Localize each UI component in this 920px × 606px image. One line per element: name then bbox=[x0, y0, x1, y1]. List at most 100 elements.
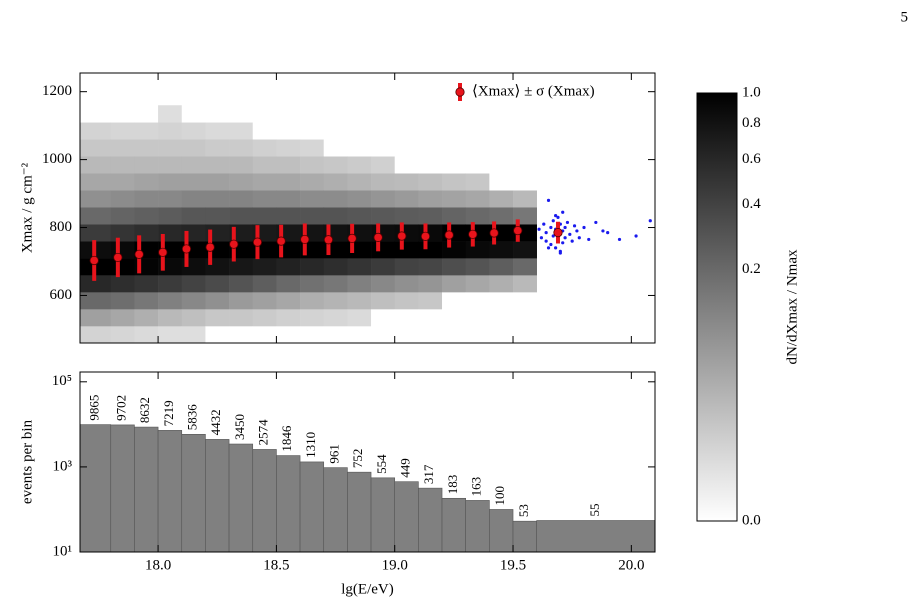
scatter-point bbox=[549, 242, 553, 247]
heat-cell bbox=[418, 207, 443, 225]
heat-cell bbox=[323, 122, 348, 140]
y-tick-label: 10⁵ bbox=[52, 373, 72, 389]
legend-marker bbox=[455, 87, 465, 97]
heat-cell bbox=[134, 309, 159, 327]
heat-cell bbox=[300, 292, 325, 310]
heat-cell bbox=[465, 241, 490, 259]
heat-cell bbox=[276, 207, 301, 225]
bar bbox=[347, 471, 372, 553]
heat-cell bbox=[394, 190, 419, 208]
heat-cell bbox=[465, 275, 490, 293]
heat-cell bbox=[134, 105, 159, 123]
heat-cell bbox=[110, 326, 135, 343]
heat-cell bbox=[205, 326, 230, 343]
heat-cell bbox=[80, 122, 112, 140]
heat-cell bbox=[181, 326, 206, 343]
heat-cell bbox=[442, 122, 466, 140]
bar-label: 3450 bbox=[232, 414, 247, 440]
heat-cell bbox=[489, 326, 514, 343]
y-tick-label: 10¹ bbox=[53, 543, 73, 559]
heat-cell bbox=[371, 292, 396, 310]
heat-cell bbox=[394, 156, 419, 174]
bar bbox=[276, 455, 301, 553]
heat-cell bbox=[394, 292, 419, 310]
heat-cell bbox=[347, 173, 372, 191]
heat-cell bbox=[394, 122, 419, 140]
heat-cell bbox=[347, 309, 372, 327]
bar bbox=[465, 500, 490, 553]
heat-cell bbox=[347, 122, 372, 140]
heat-cell bbox=[465, 122, 490, 140]
heat-cell bbox=[418, 190, 443, 208]
heat-cell bbox=[110, 309, 135, 327]
heat-cell bbox=[276, 122, 301, 140]
page-number: 5 bbox=[901, 9, 909, 25]
heat-cell bbox=[489, 292, 514, 310]
colorbar-tick-label: 0.4 bbox=[742, 196, 761, 212]
heat-cell bbox=[465, 207, 490, 225]
heat-cell bbox=[394, 258, 419, 276]
heat-cell bbox=[394, 275, 419, 293]
heat-cell bbox=[252, 190, 277, 208]
heat-cell bbox=[110, 122, 135, 140]
mean-marker bbox=[158, 247, 168, 257]
bar-label: 55 bbox=[587, 503, 602, 516]
bar bbox=[370, 477, 396, 553]
heat-cell bbox=[158, 139, 183, 157]
heat-cell bbox=[229, 173, 254, 191]
heat-cell bbox=[158, 207, 183, 225]
heat-cell bbox=[347, 156, 372, 174]
mean-marker bbox=[89, 255, 99, 266]
heat-cell bbox=[80, 173, 112, 191]
heat-cell bbox=[513, 122, 537, 140]
scatter-point bbox=[544, 239, 548, 243]
heat-cell bbox=[252, 292, 277, 310]
heat-cell bbox=[181, 309, 206, 327]
heat-cell bbox=[229, 275, 254, 293]
heat-cell bbox=[347, 258, 372, 276]
mean-marker bbox=[347, 233, 357, 243]
colorbar bbox=[696, 92, 738, 522]
bar bbox=[205, 439, 230, 553]
bar-label: 7219 bbox=[161, 400, 176, 426]
heat-cell bbox=[347, 190, 372, 208]
scatter-point bbox=[551, 219, 555, 223]
scatter-point bbox=[542, 222, 546, 226]
heat-cell bbox=[489, 190, 514, 208]
heat-cell bbox=[513, 241, 537, 259]
heat-cell bbox=[489, 105, 514, 123]
heat-cell bbox=[110, 207, 135, 225]
heat-cell bbox=[513, 173, 537, 191]
scatter-point bbox=[561, 210, 565, 214]
heat-cell bbox=[513, 275, 537, 293]
heat-cell bbox=[300, 309, 325, 327]
y-tick-label: 1200 bbox=[42, 83, 72, 99]
heat-cell bbox=[229, 326, 254, 343]
heat-cell bbox=[394, 173, 419, 191]
bar bbox=[134, 426, 159, 553]
heat-cell bbox=[442, 139, 466, 157]
heat-cell bbox=[158, 326, 183, 343]
bar-label: 752 bbox=[350, 449, 365, 469]
heat-cell bbox=[323, 207, 348, 225]
heat-cell bbox=[371, 105, 396, 123]
heat-cell bbox=[323, 326, 348, 343]
heat-cell bbox=[513, 105, 537, 123]
heat-cell bbox=[252, 156, 277, 174]
mean-marker bbox=[229, 239, 239, 249]
heat-cell bbox=[252, 275, 277, 293]
heat-cell bbox=[181, 139, 206, 157]
heat-cell bbox=[347, 292, 372, 310]
heat-cell bbox=[347, 139, 372, 157]
mean-marker bbox=[252, 237, 263, 247]
bar bbox=[418, 487, 443, 553]
heat-cell bbox=[181, 292, 206, 310]
heat-cell bbox=[205, 139, 230, 157]
heat-cell bbox=[300, 139, 325, 157]
heat-cell bbox=[252, 326, 277, 343]
mean-marker bbox=[444, 230, 454, 240]
heat-cell bbox=[181, 105, 206, 123]
heat-cell bbox=[394, 207, 419, 225]
bar-label: 8632 bbox=[137, 397, 152, 423]
